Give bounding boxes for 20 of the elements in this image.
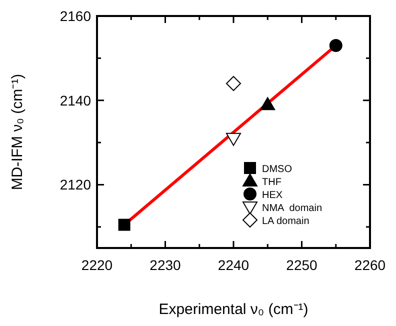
point [226,76,241,91]
legend-label: NMA domain [262,203,322,214]
x-tick-label: 2260 [354,257,386,273]
y-axis-title: MD-IFM ν₀ (cm⁻¹) [9,74,26,190]
point [260,97,276,110]
y-tick-label: 2120 [60,176,92,193]
legend-label: THF [262,177,282,188]
x-tick-label: 2250 [286,257,318,273]
point [118,218,130,231]
legend-label: DMSO [262,164,292,175]
x-axis-title: Experimental ν₀ (cm⁻¹) [158,301,308,318]
point [226,132,241,146]
y-tick-label: 2140 [60,92,92,108]
y-tick-label: 2160 [60,8,92,24]
point [329,39,342,52]
x-tick-label: 2230 [150,257,182,273]
x-tick-label: 2220 [81,257,113,273]
x-tick-label: 2240 [218,257,250,273]
legend-label: HEX [262,190,283,201]
legend-label: LA domain [262,216,310,227]
